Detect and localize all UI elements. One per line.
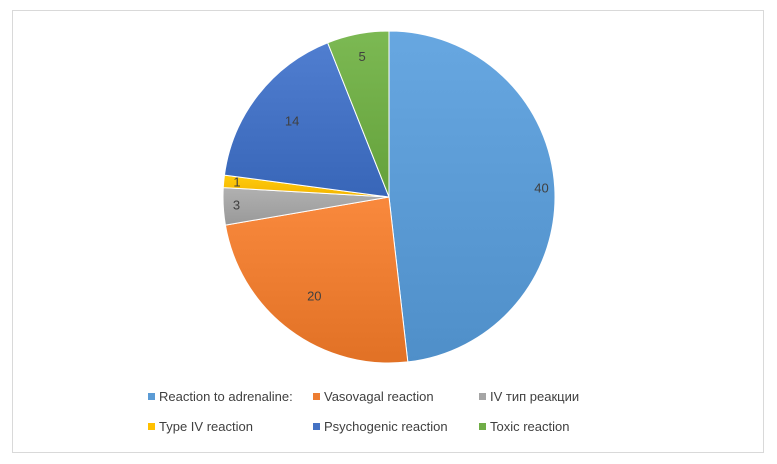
- legend-label-reaction-to-adrenaline: Reaction to adrenaline:: [159, 389, 293, 404]
- legend-label-toxic-reaction: Toxic reaction: [490, 419, 569, 434]
- legend-label-type-iv-reaction: Type IV reaction: [159, 419, 253, 434]
- pie-slice-psychogenic-reaction: [223, 42, 390, 198]
- data-label-vasovagal-reaction: 20: [307, 289, 321, 304]
- legend-swatch-reaction-to-adrenaline: [148, 393, 155, 400]
- legend-swatch-type-iv-reaction: [148, 423, 155, 430]
- pie-slice-vasovagal-reaction: [224, 196, 409, 364]
- legend-label-vasovagal-reaction: Vasovagal reaction: [324, 389, 434, 404]
- data-label-reaction-to-adrenaline: 40: [534, 180, 548, 195]
- legend-swatch-vasovagal-reaction: [313, 393, 320, 400]
- chart-legend: Reaction to adrenaline: Vasovagal reactio…: [148, 389, 579, 434]
- data-label-psychogenic-reaction: 14: [285, 113, 299, 128]
- data-label-iv-тип-реакции: 3: [233, 198, 240, 213]
- data-labels: 40 20 3 1 14 5: [233, 49, 549, 304]
- data-label-type-iv-reaction: 1: [233, 175, 240, 190]
- data-label-toxic-reaction: 5: [359, 49, 366, 64]
- legend-swatch-iv-тип-реакции: [479, 393, 486, 400]
- pie-slice-reaction-to-adrenaline: [388, 30, 556, 363]
- pie-slices: [222, 30, 556, 364]
- legend-swatch-toxic-reaction: [479, 423, 486, 430]
- legend-label-iv-тип-реакции: IV тип реакции: [490, 389, 579, 404]
- legend-label-psychogenic-reaction: Psychogenic reaction: [324, 419, 448, 434]
- legend-swatch-psychogenic-reaction: [313, 423, 320, 430]
- pie-slice-toxic-reaction: [327, 30, 390, 198]
